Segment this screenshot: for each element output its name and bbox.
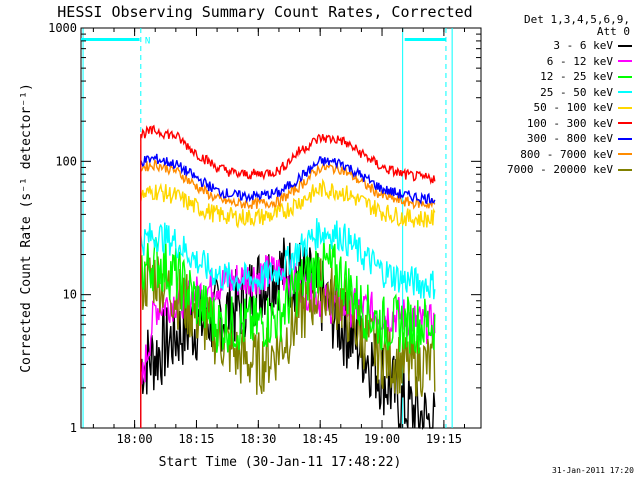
x-tick-label: 18:00 — [117, 432, 153, 446]
legend-swatch — [618, 44, 632, 47]
legend: Det 1,3,4,5,6,9, Att 0 3 - 6 keV 6 - 12 k… — [492, 14, 632, 178]
series-line — [140, 218, 436, 428]
y-tick-label: 1000 — [48, 21, 77, 35]
legend-entry-label: 12 - 25 keV — [540, 70, 613, 84]
legend-entry: 300 - 800 keV — [492, 131, 632, 147]
legend-swatch — [618, 122, 632, 125]
series-line — [140, 178, 436, 428]
legend-entry-label: 50 - 100 keV — [533, 101, 613, 115]
chart-title: HESSI Observing Summary Count Rates, Cor… — [57, 3, 472, 21]
legend-entry: 50 - 100 keV — [492, 100, 632, 116]
legend-swatch — [618, 137, 632, 140]
plot-timestamp: 31-Jan-2011 17:20 — [552, 466, 634, 475]
series-line — [140, 237, 436, 428]
legend-entry-label: 7000 - 20000 keV — [507, 163, 613, 177]
y-tick-label: 100 — [55, 154, 77, 168]
legend-swatch — [618, 91, 632, 94]
legend-entries: 3 - 6 keV 6 - 12 keV 12 - 25 keV 25 - 50 ke… — [492, 38, 632, 178]
plot-area: N 18:00 18:15 18:30 18:45 19:00 19:15 1 10 100 10… — [48, 21, 482, 446]
series-line — [140, 158, 436, 428]
legend-entry: 100 - 300 keV — [492, 116, 632, 132]
axis-layer: 18:00 18:15 18:30 18:45 19:00 19:15 1 10 100 1000 — [48, 21, 481, 446]
legend-entry-label: 300 - 800 keV — [526, 132, 613, 146]
legend-entry-label: 3 - 6 keV — [553, 39, 613, 53]
x-tick-label: 18:15 — [178, 432, 214, 446]
x-tick-label: 18:45 — [302, 432, 338, 446]
legend-header-line-2: Att 0 — [596, 25, 630, 38]
mode-bar-label: N — [145, 36, 150, 46]
plot-frame — [80, 27, 482, 429]
y-axis-label: Corrected Count Rate (s⁻¹ detector⁻¹) — [19, 83, 34, 373]
y-tick-label: 1 — [70, 421, 77, 435]
legend-entry: 3 - 6 keV — [492, 38, 632, 54]
series-line — [140, 153, 436, 428]
legend-swatch — [618, 168, 632, 171]
series-layer — [140, 124, 436, 430]
legend-entry-label: 800 - 7000 keV — [520, 147, 613, 161]
y-tick-label: 10 — [63, 288, 77, 302]
legend-swatch — [618, 60, 632, 63]
legend-swatch — [618, 153, 632, 156]
legend-entry-label: 6 - 12 keV — [546, 54, 613, 68]
legend-header-line-1: Det 1,3,4,5,6,9, — [524, 13, 630, 26]
x-axis-label: Start Time (30-Jan-11 17:48:22) — [159, 455, 402, 470]
legend-swatch — [618, 75, 632, 78]
legend-entry-label: 100 - 300 keV — [526, 116, 613, 130]
legend-swatch — [618, 106, 632, 109]
legend-entry: 800 - 7000 keV — [492, 147, 632, 163]
legend-entry: 25 - 50 keV — [492, 85, 632, 101]
legend-entry-label: 25 - 50 keV — [540, 85, 613, 99]
x-tick-label: 19:00 — [364, 432, 400, 446]
legend-entry: 7000 - 20000 keV — [492, 162, 632, 178]
x-tick-label: 18:30 — [240, 432, 276, 446]
legend-entry: 6 - 12 keV — [492, 54, 632, 70]
x-tick-label: 19:15 — [426, 432, 462, 446]
series-line — [140, 124, 436, 428]
legend-entry: 12 - 25 keV — [492, 69, 632, 85]
